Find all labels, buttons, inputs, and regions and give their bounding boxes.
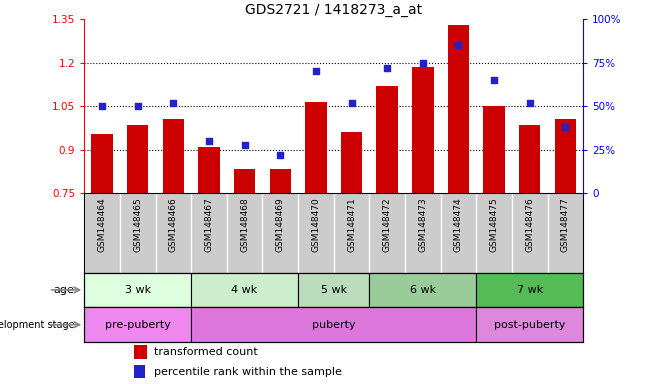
Point bbox=[97, 103, 108, 109]
Point bbox=[168, 100, 179, 106]
Bar bbox=[305, 102, 327, 194]
Text: GSM148477: GSM148477 bbox=[561, 197, 570, 252]
Bar bbox=[341, 132, 362, 194]
Text: post-puberty: post-puberty bbox=[494, 320, 566, 330]
Bar bbox=[476, 273, 583, 307]
Text: GSM148469: GSM148469 bbox=[276, 197, 284, 252]
Bar bbox=[127, 125, 148, 194]
Text: GSM148465: GSM148465 bbox=[133, 197, 142, 252]
Point bbox=[382, 65, 393, 71]
Text: GSM148471: GSM148471 bbox=[347, 197, 356, 252]
Bar bbox=[191, 307, 476, 342]
Text: GSM148467: GSM148467 bbox=[205, 197, 213, 252]
Bar bbox=[369, 273, 476, 307]
Text: puberty: puberty bbox=[312, 320, 356, 330]
Text: development stage: development stage bbox=[0, 320, 75, 330]
Bar bbox=[483, 106, 505, 194]
Text: percentile rank within the sample: percentile rank within the sample bbox=[154, 367, 342, 377]
Bar bbox=[134, 365, 145, 378]
Bar bbox=[298, 273, 369, 307]
Bar bbox=[555, 119, 576, 194]
Bar bbox=[412, 67, 434, 194]
Point bbox=[346, 100, 356, 106]
Point bbox=[132, 103, 143, 109]
Point bbox=[275, 152, 285, 158]
Text: pre-puberty: pre-puberty bbox=[105, 320, 170, 330]
Point bbox=[203, 138, 214, 144]
Text: GSM148474: GSM148474 bbox=[454, 197, 463, 252]
Point bbox=[240, 142, 250, 148]
Bar bbox=[376, 86, 398, 194]
Text: GSM148476: GSM148476 bbox=[526, 197, 534, 252]
Text: transformed count: transformed count bbox=[154, 347, 258, 357]
Point bbox=[489, 77, 499, 83]
Text: age: age bbox=[53, 285, 75, 295]
Point bbox=[417, 60, 428, 66]
Point bbox=[525, 100, 535, 106]
Bar bbox=[476, 307, 583, 342]
Text: 5 wk: 5 wk bbox=[321, 285, 347, 295]
Text: GSM148472: GSM148472 bbox=[383, 197, 391, 252]
Text: 6 wk: 6 wk bbox=[410, 285, 436, 295]
Bar bbox=[270, 169, 291, 194]
Text: 3 wk: 3 wk bbox=[124, 285, 151, 295]
Title: GDS2721 / 1418273_a_at: GDS2721 / 1418273_a_at bbox=[245, 3, 422, 17]
Text: GSM148468: GSM148468 bbox=[240, 197, 249, 252]
Bar bbox=[198, 147, 220, 194]
Bar bbox=[84, 273, 191, 307]
Text: GSM148475: GSM148475 bbox=[490, 197, 498, 252]
Text: 7 wk: 7 wk bbox=[516, 285, 543, 295]
Bar bbox=[234, 169, 255, 194]
Bar bbox=[91, 134, 113, 194]
Text: GSM148464: GSM148464 bbox=[98, 197, 106, 252]
Point bbox=[453, 42, 463, 48]
Point bbox=[560, 124, 570, 130]
Bar bbox=[519, 125, 540, 194]
Text: GSM148473: GSM148473 bbox=[419, 197, 427, 252]
Bar bbox=[163, 119, 184, 194]
Bar bbox=[134, 345, 146, 359]
Bar bbox=[191, 273, 298, 307]
Point bbox=[310, 68, 321, 74]
Bar bbox=[448, 25, 469, 194]
Bar bbox=[84, 307, 191, 342]
Text: GSM148466: GSM148466 bbox=[169, 197, 178, 252]
Text: GSM148470: GSM148470 bbox=[312, 197, 320, 252]
Text: 4 wk: 4 wk bbox=[231, 285, 258, 295]
